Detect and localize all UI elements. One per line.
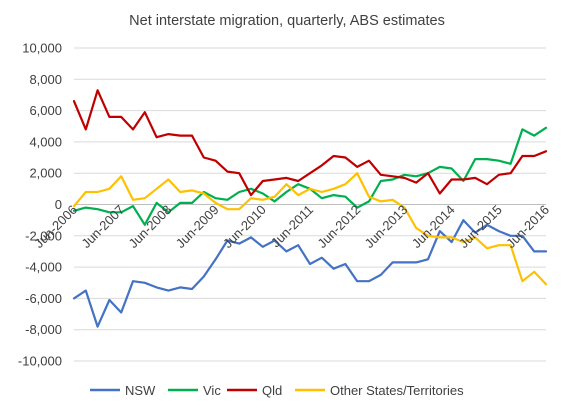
- legend-label: Qld: [262, 383, 282, 398]
- y-tick-label: 2,000: [29, 166, 62, 181]
- series-line-nsw: [72, 219, 548, 328]
- y-tick-label: -2,000: [25, 228, 62, 243]
- y-tick-label: -6,000: [25, 291, 62, 306]
- x-tick-label: Jun-2009: [173, 202, 222, 251]
- gridlines: [74, 47, 546, 362]
- legend: NSW Vic Qld Other States/Territories: [90, 383, 464, 398]
- x-tick-label: Jun-2011: [268, 202, 316, 250]
- legend-label: NSW: [125, 383, 156, 398]
- x-axis-ticks: Jun-2006Jun-2007Jun-2008Jun-2009Jun-2010…: [31, 202, 552, 251]
- legend-label: Other States/Territories: [330, 383, 464, 398]
- legend-label: Vic: [203, 383, 221, 398]
- y-tick-label: 8,000: [29, 72, 62, 87]
- y-tick-label: 6,000: [29, 103, 62, 118]
- y-axis-ticks: -10,000 -8,000 -6,000 -4,000 -2,000 0 2,000 4,0…: [18, 41, 62, 369]
- x-tick-label: Jun-2013: [362, 202, 411, 251]
- x-tick-label: Jun-2012: [314, 202, 363, 251]
- x-tick-label: Jun-2008: [126, 202, 175, 251]
- chart-title: Net interstate migration, quarterly, ABS…: [129, 13, 445, 29]
- y-tick-label: 4,000: [29, 134, 62, 149]
- series-line-qld: [72, 89, 548, 197]
- y-tick-label: -10,000: [18, 354, 62, 369]
- y-tick-label: 0: [55, 197, 62, 212]
- y-tick-label: -8,000: [25, 322, 62, 337]
- series-lines: [72, 89, 548, 328]
- y-tick-label: -4,000: [25, 260, 62, 275]
- y-tick-label: 10,000: [22, 41, 62, 56]
- x-tick-label: Jun-2007: [78, 202, 127, 251]
- series-line-other-states-territories: [72, 172, 548, 286]
